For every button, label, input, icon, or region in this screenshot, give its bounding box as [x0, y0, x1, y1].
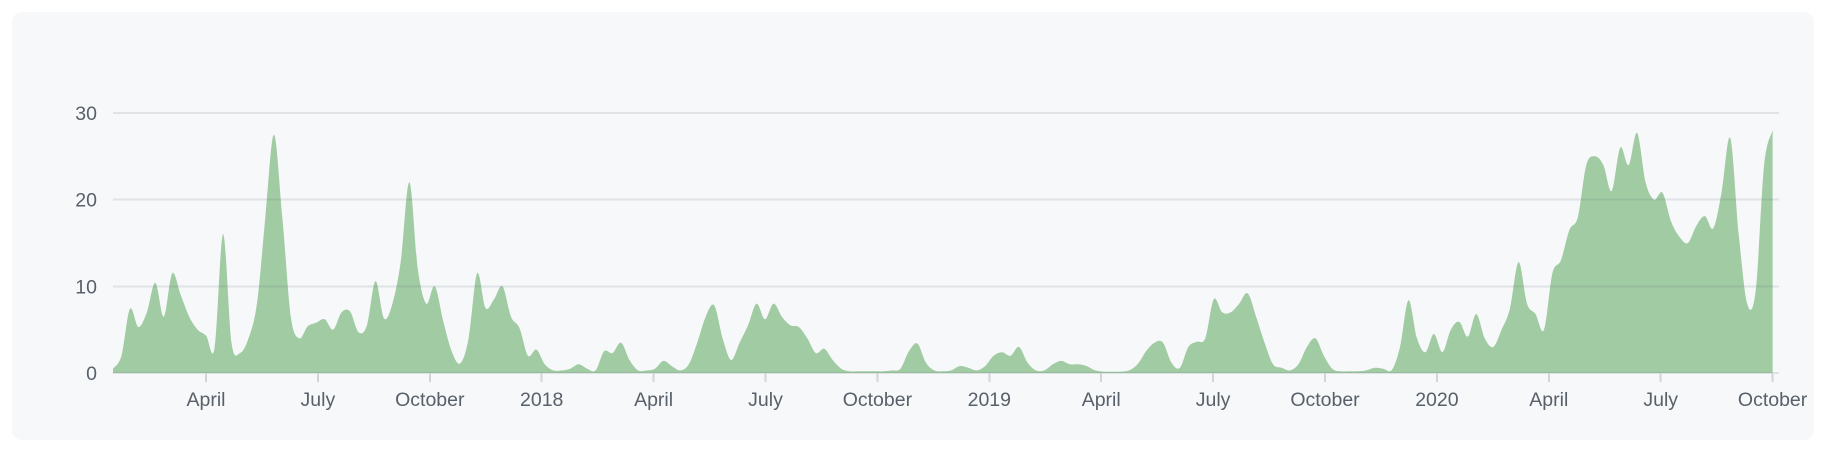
y-axis-label-10: 10	[75, 276, 97, 298]
x-tick-label-july: July	[748, 389, 783, 411]
x-tick-label-2020: 2020	[1415, 389, 1459, 411]
x-tick-label-october: October	[1738, 389, 1808, 411]
y-axis-label-0: 0	[86, 363, 97, 385]
activity-area	[113, 130, 1773, 373]
x-tick-label-october: October	[843, 389, 913, 411]
x-tick-label-july: July	[1196, 389, 1231, 411]
x-tick-label-2019: 2019	[968, 389, 1011, 411]
y-axis-label-20: 20	[75, 190, 97, 212]
x-tick-label-april: April	[186, 389, 225, 411]
x-tick-label-july: July	[1643, 389, 1678, 411]
x-tick-label-april: April	[1082, 389, 1121, 411]
x-tick-label-april: April	[1529, 389, 1568, 411]
x-tick-label-2018: 2018	[520, 389, 563, 411]
x-tick-label-april: April	[634, 389, 673, 411]
x-tick-label-october: October	[395, 389, 465, 411]
x-tick-label-october: October	[1290, 389, 1360, 411]
x-tick-label-july: July	[301, 389, 336, 411]
y-axis-label-30: 30	[75, 103, 97, 125]
